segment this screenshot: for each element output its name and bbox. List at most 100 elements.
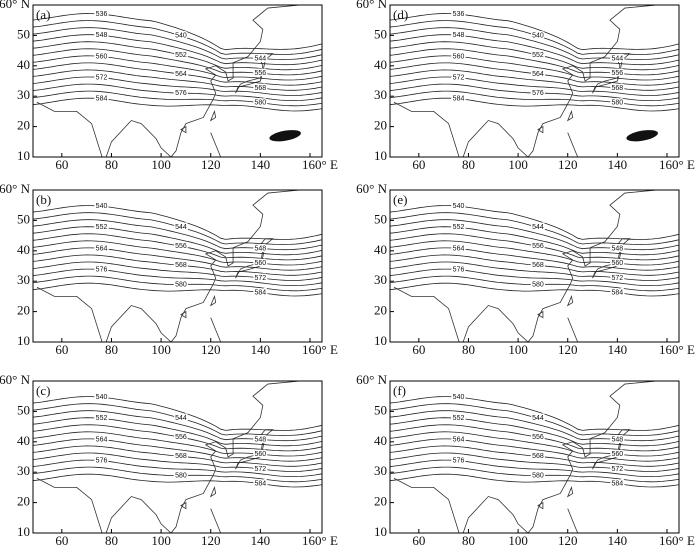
contour-line	[390, 34, 679, 66]
lon-tick-label: 160° E	[302, 533, 338, 548]
coastline	[537, 295, 579, 342]
lat-tick-label: 10	[374, 524, 387, 539]
lat-tick-label: 20	[374, 303, 387, 318]
contour-line	[33, 452, 322, 472]
contour-label: 568	[532, 453, 544, 460]
contour-label: 540	[453, 203, 465, 210]
lat-tick-label: 50	[374, 211, 387, 226]
contour-line	[390, 403, 679, 436]
contour-label: 544	[532, 415, 544, 422]
coastline	[393, 190, 659, 342]
lat-tick-label: 60° N	[0, 181, 31, 196]
contour-line	[33, 226, 322, 256]
contour-label: 536	[96, 11, 108, 18]
lon-tick-label: 140	[251, 157, 271, 172]
contour-label: 552	[175, 52, 187, 59]
contour-line	[390, 90, 679, 107]
lat-tick-label: 30	[17, 272, 30, 287]
lat-tick-label: 50	[374, 402, 387, 417]
lat-tick-label: 40	[374, 433, 387, 448]
contour-line	[33, 233, 322, 261]
panel-label: (d)	[393, 7, 408, 22]
map-panel: 540 544 548 552 556 560 564 568 572 576 580 584 (c) 6…	[0, 372, 338, 548]
contour-label: 560	[255, 260, 267, 267]
contour-line	[390, 97, 679, 112]
contour-label: 540	[96, 394, 108, 401]
coastline	[592, 238, 631, 279]
contour-line	[33, 34, 322, 66]
contour-line	[390, 13, 679, 51]
lon-tick-label: 80	[105, 533, 118, 548]
contour-label: 556	[175, 243, 187, 250]
lon-tick-label: 60	[55, 157, 68, 172]
contour-label: 556	[532, 434, 544, 441]
panel-label: (b)	[36, 192, 51, 207]
coastline	[235, 238, 274, 279]
coastline	[36, 381, 302, 533]
contour-line	[390, 48, 679, 76]
contour-label: 548	[612, 436, 624, 443]
contour-label: 572	[453, 74, 465, 81]
lat-tick-label: 20	[374, 494, 387, 509]
map-panel: 540 544 548 552 556 560 564 568 572 576 580 584 (e) 6…	[356, 181, 695, 357]
contour-line	[390, 431, 679, 457]
lat-tick-label: 30	[374, 463, 387, 478]
contour-label: 568	[255, 85, 267, 92]
lon-tick-label: 60	[412, 157, 425, 172]
contour-label: 584	[612, 290, 624, 297]
contour-label: 568	[175, 262, 187, 269]
contour-label: 568	[532, 262, 544, 269]
lon-tick-label: 160° E	[659, 342, 695, 357]
contour-line	[390, 76, 679, 96]
lon-tick-label: 140	[608, 342, 628, 357]
contour-line	[33, 83, 322, 101]
map-panel: 536 540 544 548 552 556 560 564 568 572 576 580 584 (…	[0, 0, 338, 172]
lat-tick-label: 60° N	[356, 372, 387, 387]
contour-label: 552	[453, 224, 465, 231]
coastline	[36, 5, 302, 157]
lon-tick-label: 60	[412, 342, 425, 357]
lon-tick-label: 160° E	[302, 342, 338, 357]
contour-line	[33, 417, 322, 447]
contour-line	[390, 445, 679, 467]
contour-label: 544	[255, 55, 267, 62]
lat-tick-label: 60° N	[356, 181, 387, 196]
contour-line	[33, 62, 322, 86]
lat-tick-label: 40	[17, 242, 30, 257]
contour-line	[33, 403, 322, 436]
contour-label: 556	[255, 70, 267, 77]
contour-label: 572	[255, 275, 267, 282]
lon-tick-label: 80	[105, 157, 118, 172]
lat-tick-label: 30	[374, 272, 387, 287]
contour-line	[33, 282, 322, 297]
panel-frame	[389, 4, 680, 158]
contour-label: 552	[96, 415, 108, 422]
lat-tick-label: 40	[17, 433, 30, 448]
contour-label: 556	[532, 243, 544, 250]
contour-line	[33, 459, 322, 477]
contour-label: 580	[175, 472, 187, 479]
contour-line	[33, 240, 322, 266]
contour-label: 564	[96, 245, 108, 252]
contour-label: 548	[255, 436, 267, 443]
contour-line	[390, 69, 679, 91]
contour-line	[390, 254, 679, 276]
contour-line	[33, 20, 322, 55]
contour-label: 560	[612, 260, 624, 267]
lon-tick-label: 60	[55, 342, 68, 357]
contour-line	[390, 233, 679, 261]
contour-label: 556	[612, 70, 624, 77]
contour-line	[390, 473, 679, 488]
contour-line	[390, 240, 679, 266]
coastline	[393, 381, 659, 533]
contour-label: 564	[453, 436, 465, 443]
lon-tick-label: 120	[558, 533, 578, 548]
contour-label: 564	[175, 71, 187, 78]
coastline	[180, 486, 222, 533]
contour-line	[390, 205, 679, 240]
contour-label: 540	[96, 203, 108, 210]
contour-label: 580	[532, 472, 544, 479]
contour-line	[390, 226, 679, 256]
contour-label: 560	[453, 53, 465, 60]
contour-line	[33, 438, 322, 462]
